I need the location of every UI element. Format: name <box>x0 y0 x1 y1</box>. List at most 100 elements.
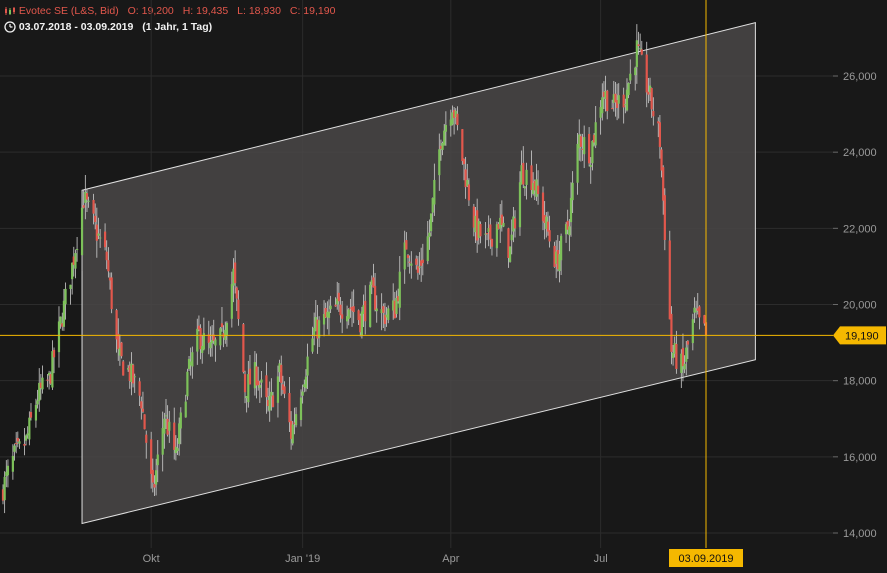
candle-body <box>59 316 62 325</box>
candle-body <box>202 333 205 350</box>
candle-body <box>443 130 446 146</box>
candle-body <box>479 223 482 237</box>
instrument-header: Evotec SE (L&S, Bid) O: 19,200 H: 19,435… <box>4 5 341 17</box>
candle-body <box>196 328 199 352</box>
candle-body <box>393 300 396 319</box>
candle-body <box>566 220 569 230</box>
candle-body <box>662 167 665 201</box>
candle-body <box>212 334 215 341</box>
candle-body <box>441 142 444 150</box>
candle-body <box>15 443 18 445</box>
candle-body <box>647 91 650 95</box>
clock-icon[interactable] <box>4 21 16 33</box>
candle-body <box>47 372 51 376</box>
candle-body <box>75 248 79 250</box>
candle-body <box>568 226 571 236</box>
candle-body <box>362 305 365 315</box>
candle-body <box>164 415 168 417</box>
candle-body <box>474 215 477 233</box>
candle-body <box>576 143 579 183</box>
candle-body <box>507 228 510 258</box>
candle-body <box>266 400 270 407</box>
candle-body <box>140 401 143 409</box>
candle-body <box>589 164 592 167</box>
candle-body <box>438 149 441 176</box>
candle-body <box>418 266 421 268</box>
chart-type-icon[interactable] <box>4 6 16 16</box>
candle-body <box>467 184 471 201</box>
candle-body <box>347 309 350 319</box>
instrument-name: Evotec SE (L&S, Bid) <box>18 5 119 17</box>
candle-body <box>588 133 591 164</box>
y-tick-label: 14,000 <box>843 528 877 540</box>
candle-body <box>80 207 84 256</box>
candle-body <box>184 401 187 418</box>
candle-body <box>243 374 247 393</box>
candle-body <box>187 358 191 370</box>
candle-body <box>512 216 515 232</box>
candle-body <box>293 422 296 424</box>
candle-body <box>581 148 584 150</box>
candle-body <box>640 49 643 55</box>
candle-body <box>265 375 268 398</box>
candle-body <box>464 169 467 188</box>
candle-body <box>571 182 574 201</box>
candle-body <box>64 288 67 305</box>
candle-body <box>536 185 540 195</box>
candle-body <box>444 124 447 132</box>
candle-body <box>385 314 388 318</box>
candle-body <box>57 321 61 353</box>
candle-body <box>606 90 609 112</box>
x-tick-label: Jan '19 <box>285 553 320 565</box>
candle-body <box>166 418 169 435</box>
period-range: 03.07.2018 - 03.09.2019 <box>18 21 134 33</box>
candle-body <box>591 140 594 164</box>
candle-body <box>439 145 443 149</box>
candle-body <box>178 423 181 444</box>
candle-body <box>235 287 238 299</box>
candle-body <box>1 489 5 501</box>
candle-body <box>546 221 550 232</box>
candle-body <box>131 364 135 384</box>
candle-body <box>270 391 273 397</box>
candle-body <box>306 356 309 376</box>
candle-body <box>416 266 419 273</box>
candle-body <box>107 260 110 272</box>
candle-body <box>522 162 525 185</box>
candle-body <box>168 421 171 431</box>
candle-body <box>490 238 494 247</box>
candle-body <box>62 300 66 327</box>
candle-body <box>5 471 8 477</box>
candle-body <box>369 284 372 327</box>
candle-body <box>120 342 123 357</box>
candle-body <box>681 347 685 367</box>
candle-body <box>495 224 499 249</box>
candle-body <box>255 366 258 386</box>
candle-body <box>637 44 640 46</box>
candle-body <box>451 112 454 125</box>
candle-body <box>513 218 517 229</box>
candle-body <box>209 342 212 349</box>
candle-body <box>253 362 256 389</box>
candle-body <box>652 110 655 117</box>
candle-body <box>127 368 130 370</box>
candle-body <box>392 300 395 311</box>
candle-body <box>34 404 38 421</box>
candle-body <box>304 376 308 389</box>
candle-body <box>395 297 398 314</box>
candle-body <box>476 210 479 241</box>
candle-body <box>61 323 64 327</box>
candle-body <box>668 240 671 320</box>
candle-body <box>382 306 385 313</box>
candle-body <box>449 119 452 126</box>
candle-body <box>28 417 31 440</box>
candle-body <box>118 347 121 356</box>
candle-body <box>657 121 660 124</box>
candle-body <box>421 259 424 264</box>
candle-body <box>214 339 217 346</box>
candle-body <box>703 315 706 324</box>
candle-body <box>405 240 408 250</box>
y-tick-label: 22,000 <box>843 223 877 235</box>
low-value: L: 18,930 <box>237 5 281 17</box>
